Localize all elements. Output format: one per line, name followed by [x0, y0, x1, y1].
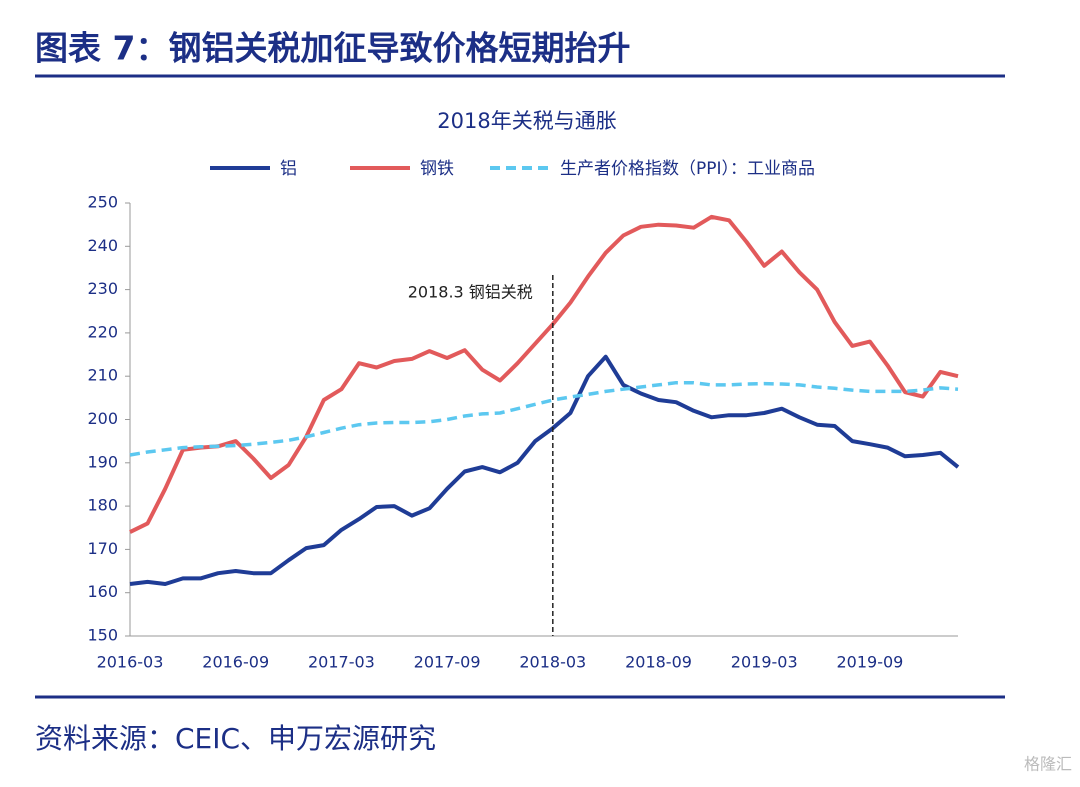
y-tick-label: 210	[87, 366, 118, 385]
x-tick-label: 2018-09	[625, 653, 692, 672]
y-tick-label: 230	[87, 279, 118, 298]
watermark: 格隆汇	[1024, 755, 1072, 774]
legend-label: 钢铁	[420, 159, 454, 179]
x-tick-label: 2019-09	[836, 653, 903, 672]
y-tick-label: 170	[87, 539, 118, 558]
y-tick-label: 180	[87, 496, 118, 515]
legend-label: 生产者价格指数（PPI）：工业商品	[560, 159, 815, 179]
y-tick-label: 240	[87, 236, 118, 255]
y-tick-label: 250	[87, 193, 118, 212]
x-tick-label: 2016-03	[97, 653, 164, 672]
y-tick-label: 150	[87, 626, 118, 645]
x-tick-label: 2016-09	[202, 653, 269, 672]
x-tick-label: 2019-03	[731, 653, 798, 672]
series-line	[129, 380, 959, 457]
y-tick-label: 200	[87, 409, 118, 428]
x-tick-label: 2018-03	[519, 653, 586, 672]
chart-title: 2018年关税与通胀	[437, 109, 616, 133]
source-note: 资料来源：CEIC、申万宏源研究	[35, 722, 436, 755]
annotation-label: 2018.3 钢铝关税	[408, 283, 533, 302]
x-tick-label: 2017-03	[308, 653, 375, 672]
series-line	[129, 354, 960, 586]
x-tick-label: 2017-09	[414, 653, 481, 672]
y-tick-label: 220	[87, 322, 118, 341]
legend-label: 铝	[280, 159, 297, 179]
y-tick-label: 160	[87, 582, 118, 601]
y-tick-label: 190	[87, 452, 118, 471]
page-title: 图表 7：钢铝关税加征导致价格短期抬升	[35, 29, 630, 68]
series-line	[129, 214, 959, 534]
